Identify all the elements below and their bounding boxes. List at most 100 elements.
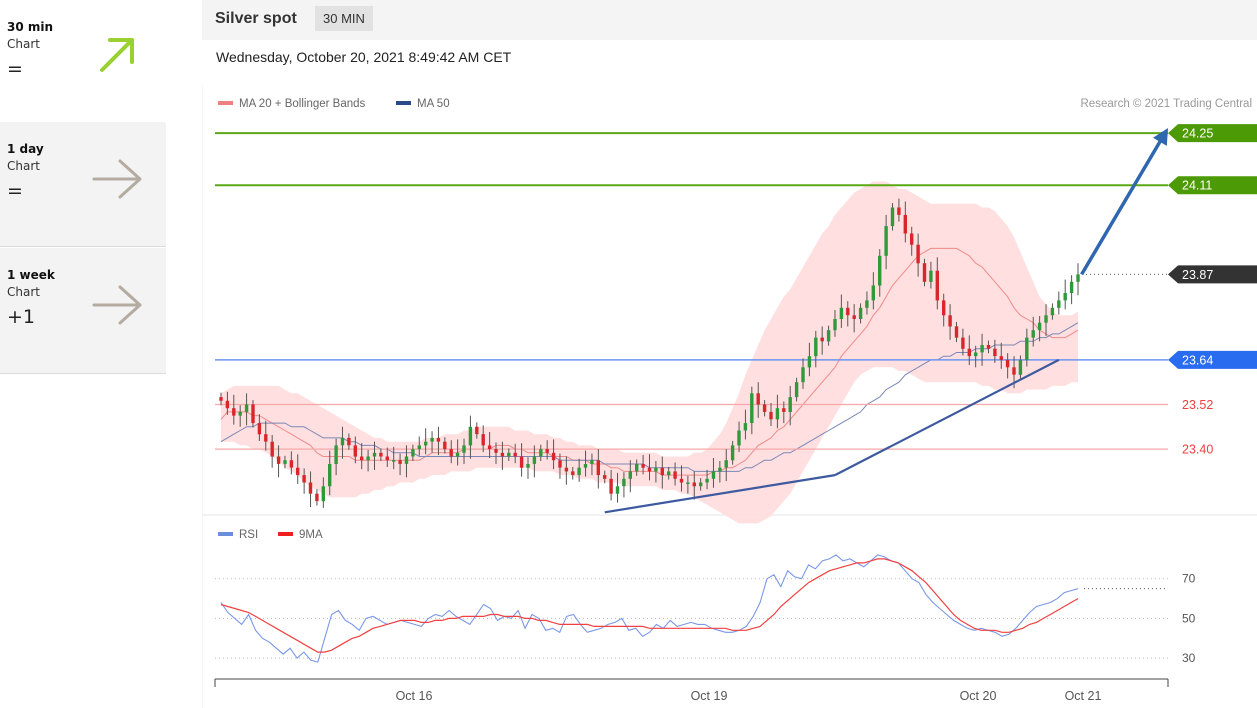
resistance-level-label: 24.11 <box>1182 179 1212 193</box>
candle-body <box>1037 322 1042 331</box>
candle-body <box>622 478 626 487</box>
candle-body <box>270 441 274 457</box>
candle-body <box>814 337 818 357</box>
header-bar: Silver spot 30 MIN <box>202 0 1257 40</box>
timeframe-label: 1 week <box>7 268 55 282</box>
candle-body <box>878 255 882 286</box>
support-level-label: 23.40 <box>1182 443 1213 457</box>
candle-body <box>276 456 281 464</box>
price-chart: MA 20 + Bollinger Bands MA 50 Research © 2… <box>202 84 1257 708</box>
candle-body <box>283 460 287 464</box>
timestamp: Wednesday, October 20, 2021 8:49:42 AM C… <box>216 49 512 65</box>
candle-body <box>513 452 517 457</box>
candle-body <box>564 467 569 472</box>
candle-body <box>225 400 230 409</box>
candle-body <box>321 486 325 502</box>
candle-body <box>455 452 460 457</box>
candle-body <box>1031 330 1035 338</box>
candle-body <box>762 404 767 412</box>
support-trendline <box>604 474 836 514</box>
candle-body <box>730 445 735 461</box>
candle-body <box>628 471 632 479</box>
candle-body <box>315 493 319 502</box>
timeframe-badge[interactable]: 30 MIN <box>315 6 373 31</box>
candle-body <box>232 408 236 416</box>
legend-swatch <box>218 532 233 536</box>
candle-body <box>865 300 869 308</box>
instrument-name: Silver spot <box>215 10 297 27</box>
candle-body <box>769 411 773 420</box>
candle-body <box>590 460 594 464</box>
projection-arrow-line <box>1080 132 1167 276</box>
candle-body <box>833 319 837 331</box>
candle-body <box>417 445 421 450</box>
candle-body <box>647 467 652 472</box>
candle-body <box>846 307 850 316</box>
candle-body <box>238 411 242 416</box>
candle-body <box>711 471 716 479</box>
timeframe-label: 1 day <box>7 142 44 156</box>
candle-body <box>398 460 402 464</box>
candle-body <box>980 345 984 353</box>
bias-symbol: = <box>7 180 23 202</box>
candle-body <box>596 460 600 476</box>
candle-body <box>551 452 556 461</box>
candle-body <box>424 441 428 446</box>
rsi-line <box>220 554 1079 663</box>
candle-body <box>583 464 588 468</box>
target-level-tag <box>1168 124 1257 143</box>
candle-body <box>449 449 453 457</box>
legend-swatch <box>396 101 411 105</box>
candle-body <box>545 449 549 453</box>
candle-body <box>532 456 537 464</box>
candle-body <box>603 475 607 479</box>
candle-body <box>974 352 978 357</box>
timeframe-sublabel: Chart <box>7 37 40 51</box>
candle-body <box>372 452 377 457</box>
timeframe-card-1[interactable]: 1 day Chart = <box>0 122 166 247</box>
legend-label: MA 50 <box>417 98 450 110</box>
x-tick-label: Oct 21 <box>1065 689 1102 703</box>
candle-body <box>257 423 262 435</box>
candle-body <box>1050 307 1055 316</box>
candle-body <box>366 456 370 461</box>
candle-body <box>858 307 863 319</box>
sidebar: 30 min Chart = 1 day Chart = 1 week Chart +1 <box>0 0 166 374</box>
candle-body <box>673 471 677 479</box>
candle-body <box>244 404 249 412</box>
candle-body <box>961 337 965 349</box>
arrow-right-icon <box>92 159 142 199</box>
candles <box>219 198 1080 508</box>
candle-body <box>929 270 933 282</box>
candle-body <box>468 426 473 446</box>
timeframe-sublabel: Chart <box>7 285 40 299</box>
candle-body <box>654 467 658 472</box>
candle-body <box>897 207 901 215</box>
candle-body <box>750 393 754 423</box>
candle-body <box>871 285 875 301</box>
candle-body <box>443 441 447 450</box>
candle-body <box>494 449 498 453</box>
resistance-level-tag <box>1168 176 1257 195</box>
candle-body <box>1025 337 1029 360</box>
candle-body <box>667 471 671 476</box>
candle-body <box>347 437 351 446</box>
candle-body <box>1063 293 1067 301</box>
candle-body <box>436 437 441 442</box>
candle-body <box>993 348 997 357</box>
candle-body <box>967 348 971 357</box>
candle-body <box>699 482 703 487</box>
candle-body <box>724 460 728 468</box>
x-tick-label: Oct 20 <box>960 689 997 703</box>
candle-body <box>1005 359 1010 368</box>
timeframe-card-0[interactable]: 30 min Chart = <box>0 0 166 124</box>
timeframe-card-2[interactable]: 1 week Chart +1 <box>0 248 166 374</box>
candle-body <box>379 452 383 457</box>
rsi-tick-label: 50 <box>1182 611 1196 625</box>
last-price-label: 23.87 <box>1182 268 1213 282</box>
candle-body <box>903 214 907 234</box>
candle-body <box>635 464 639 472</box>
candle-body <box>481 434 485 446</box>
candle-body <box>705 478 709 483</box>
candle-body <box>756 393 760 405</box>
